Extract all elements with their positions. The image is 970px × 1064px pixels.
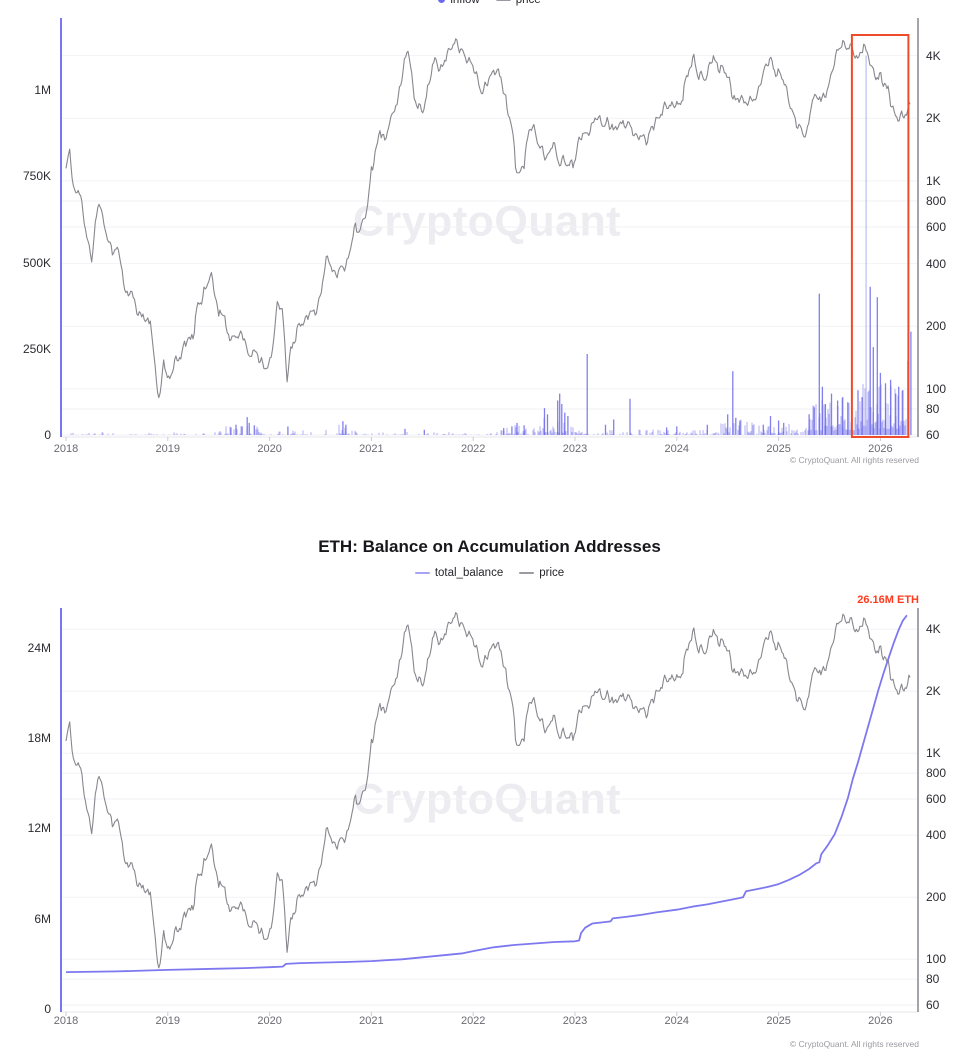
cryptoquant-watermark: CryptoQuant xyxy=(352,197,622,246)
